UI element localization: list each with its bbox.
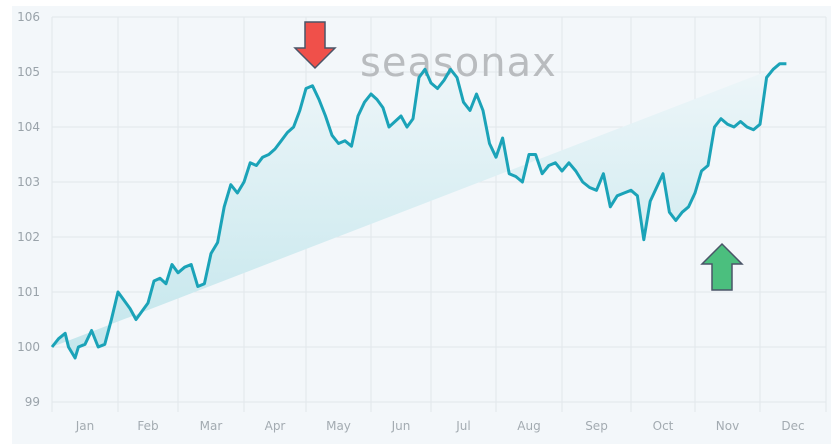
x-tick-label: Sep xyxy=(585,419,608,433)
x-tick-label: Nov xyxy=(716,419,739,433)
area-fill xyxy=(52,63,787,358)
y-axis: 99 100 101 102 103 104 105 106 xyxy=(17,10,40,409)
y-tick-label: 104 xyxy=(17,120,40,134)
y-tick-label: 100 xyxy=(17,340,40,354)
chart-container: seasonax 99 100 101 102 103 104 105 106 Jan Feb M… xyxy=(12,6,831,444)
y-tick-label: 106 xyxy=(17,10,40,24)
x-tick-label: Aug xyxy=(517,419,540,433)
y-tick-label: 101 xyxy=(17,285,40,299)
x-tick-label: Dec xyxy=(781,419,804,433)
arrow-up-icon xyxy=(700,242,744,291)
y-tick-label: 102 xyxy=(17,230,40,244)
x-tick-label: Feb xyxy=(137,419,158,433)
x-tick-label: Apr xyxy=(265,419,286,433)
y-tick-label: 103 xyxy=(17,175,40,189)
x-axis: Jan Feb Mar Apr May Jun Jul Aug Sep Oct Nov Dec xyxy=(75,419,805,433)
y-tick-label: 99 xyxy=(25,395,40,409)
data-line xyxy=(50,62,787,360)
x-tick-label: May xyxy=(326,419,351,433)
y-tick-label: 105 xyxy=(17,65,40,79)
arrow-down-icon xyxy=(293,21,337,70)
x-tick-label: Mar xyxy=(200,419,223,433)
x-tick-label: Jun xyxy=(391,419,411,433)
x-tick-label: Jul xyxy=(455,419,470,433)
x-tick-label: Oct xyxy=(653,419,674,433)
x-tick-label: Jan xyxy=(75,419,95,433)
